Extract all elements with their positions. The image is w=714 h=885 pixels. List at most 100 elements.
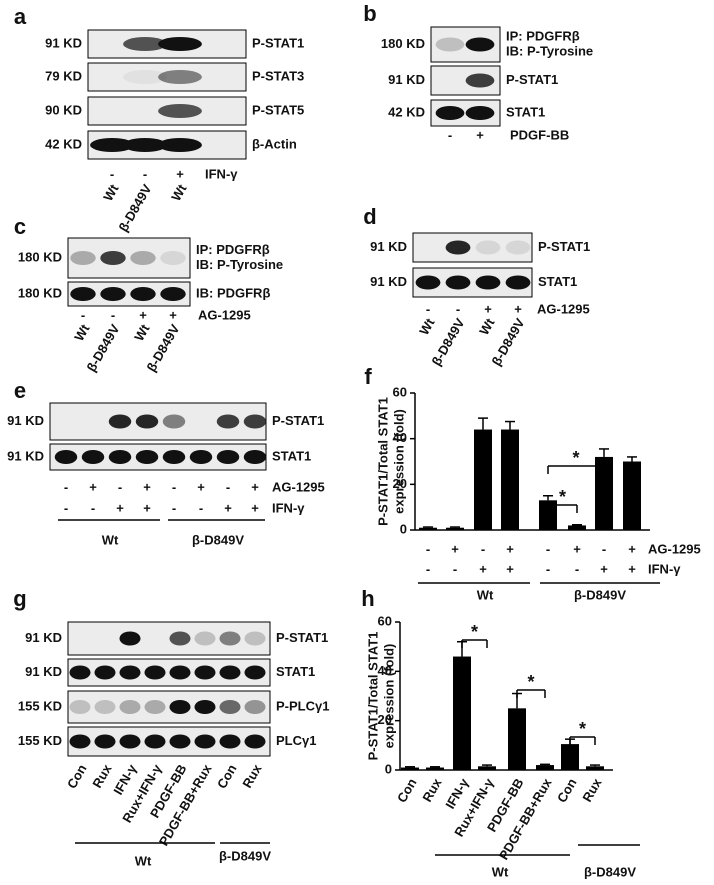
treatment-label: PDGF-BB — [510, 127, 569, 142]
group-label: Wt — [102, 532, 119, 547]
treatment-sign: - — [199, 500, 203, 515]
protein-label: β-Actin — [252, 136, 297, 151]
band — [169, 700, 191, 714]
treatment-sign: + — [139, 307, 147, 322]
band — [160, 287, 186, 301]
treatment-sign: - — [64, 479, 68, 494]
band — [119, 665, 141, 680]
band — [119, 631, 141, 646]
band — [90, 138, 134, 152]
panel-label: c — [14, 214, 26, 239]
treatment-sign: - — [456, 301, 460, 316]
band — [189, 450, 213, 464]
lane-label: Con — [64, 762, 90, 791]
y-tick-label: 20 — [393, 476, 407, 491]
band — [94, 665, 116, 680]
treatment-label: AG-1295 — [198, 307, 251, 322]
band — [135, 450, 159, 464]
treatment-sign: + — [484, 301, 492, 316]
protein-label: P-STAT1 — [538, 239, 590, 254]
band — [69, 734, 91, 749]
bar — [419, 527, 437, 530]
treatment-sign: - — [226, 479, 230, 494]
band — [144, 665, 166, 680]
error-bar — [482, 764, 492, 767]
band — [219, 734, 241, 749]
band — [194, 665, 216, 680]
band — [54, 450, 78, 464]
protein-label: STAT1 — [538, 274, 577, 289]
treatment-sign: + — [479, 561, 487, 576]
bar — [568, 525, 586, 530]
error-bar — [627, 456, 637, 462]
group-label: β-D849V — [574, 587, 626, 602]
band — [475, 240, 501, 255]
mw-label: 91 KD — [7, 413, 44, 428]
band — [219, 665, 241, 680]
band — [70, 251, 96, 265]
treatment-sign: + — [176, 166, 184, 181]
bar — [474, 429, 492, 530]
protein-label: STAT1 — [276, 664, 315, 679]
group-label: β-D849V — [219, 848, 271, 863]
bar — [446, 527, 464, 530]
y-axis-label: P-STAT1/Total STAT1 — [365, 632, 380, 761]
treatment-sign: + — [514, 301, 522, 316]
significance-star: * — [559, 487, 566, 507]
lane-label: Wt — [131, 321, 153, 343]
mw-label: 91 KD — [7, 448, 44, 463]
error-bar — [405, 766, 415, 768]
treatment-sign: - — [448, 127, 452, 142]
mw-label: 91 KD — [25, 630, 62, 645]
band — [445, 275, 471, 290]
band — [162, 450, 186, 464]
treatment-sign: + — [251, 500, 259, 515]
protein-label: P-STAT1 — [506, 72, 558, 87]
band — [219, 700, 241, 714]
error-bar — [478, 417, 488, 430]
treatment-sign: - — [111, 307, 115, 322]
error-bar — [572, 523, 582, 526]
y-axis-label: expression (fold) — [391, 409, 406, 514]
lane-label: Wt — [71, 321, 93, 343]
lane-label: Rux — [89, 761, 115, 790]
treatment-sign: - — [602, 541, 606, 556]
mw-label: 42 KD — [388, 104, 425, 119]
panel-label: h — [361, 586, 374, 611]
significance-star: * — [579, 719, 586, 739]
y-axis-label: P-STAT1/Total STAT1 — [375, 397, 390, 526]
group-label: Wt — [492, 864, 509, 879]
x-tick-label: Con — [554, 776, 580, 805]
band — [144, 734, 166, 749]
panel-label: d — [363, 204, 376, 229]
lane-label: Con — [214, 762, 240, 791]
band — [130, 251, 156, 265]
bar — [401, 767, 419, 770]
band — [219, 631, 241, 646]
treatment-sign: - — [172, 500, 176, 515]
band — [123, 37, 167, 51]
protein-label: P-STAT1 — [276, 630, 328, 645]
band — [158, 138, 202, 152]
bar — [453, 656, 471, 770]
band — [158, 70, 202, 84]
treatment-sign: + — [506, 561, 514, 576]
bar — [586, 766, 604, 770]
band — [445, 240, 471, 255]
band — [94, 734, 116, 749]
treatment-sign: - — [172, 479, 176, 494]
treatment-sign: + — [116, 500, 124, 515]
treatment-label: IFN-γ — [272, 500, 305, 515]
band — [119, 734, 141, 749]
band — [505, 240, 531, 255]
treatment-label: AG-1295 — [537, 301, 590, 316]
treatment-sign: + — [143, 500, 151, 515]
y-tick-label: 20 — [378, 712, 392, 727]
lane-label: Wt — [100, 181, 122, 203]
band — [169, 734, 191, 749]
panel-label: a — [14, 4, 27, 29]
band — [81, 450, 105, 464]
lane-label: Rux — [239, 761, 265, 790]
group-label: β-D849V — [584, 864, 636, 879]
group-label: Wt — [477, 587, 494, 602]
